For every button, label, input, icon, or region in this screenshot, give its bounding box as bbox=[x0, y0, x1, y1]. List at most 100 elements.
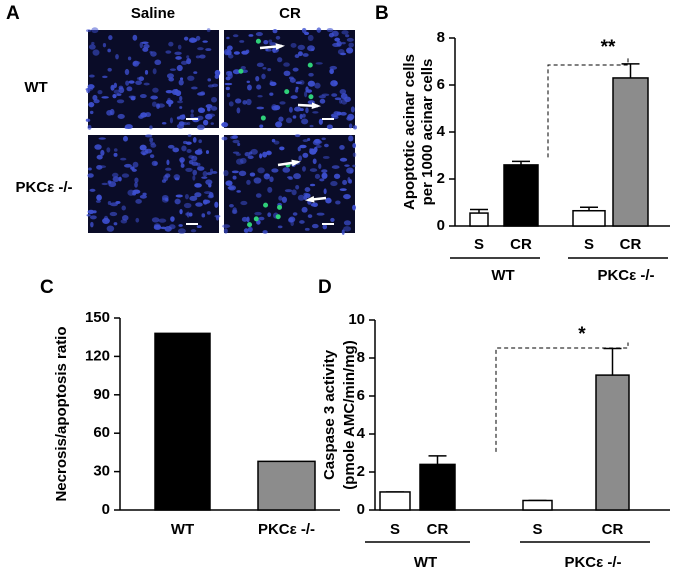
nucleus bbox=[238, 170, 247, 177]
nucleus bbox=[176, 64, 183, 72]
nucleus bbox=[199, 107, 204, 113]
nucleus bbox=[295, 86, 299, 90]
nucleus bbox=[297, 146, 301, 152]
nucleus bbox=[184, 193, 189, 200]
nucleus bbox=[299, 113, 303, 120]
nucleus bbox=[101, 182, 109, 186]
y-tick-label: 6 bbox=[357, 387, 365, 404]
nucleus bbox=[348, 135, 354, 142]
nucleus bbox=[205, 150, 210, 154]
nucleus bbox=[304, 227, 310, 231]
nucleus bbox=[185, 212, 189, 216]
error-bar bbox=[428, 455, 447, 465]
nucleus bbox=[339, 99, 343, 104]
nucleus bbox=[177, 100, 184, 104]
arrow-head bbox=[311, 102, 321, 110]
nucleus bbox=[190, 86, 198, 90]
arrow-head bbox=[291, 159, 301, 167]
group-label: WT bbox=[491, 267, 514, 284]
y-tick-label: 150 bbox=[85, 309, 110, 326]
nucleus bbox=[121, 173, 130, 178]
nucleus bbox=[266, 150, 272, 155]
nucleus bbox=[278, 116, 284, 122]
nucleus bbox=[135, 80, 142, 85]
nucleus bbox=[203, 199, 211, 204]
nucleus bbox=[206, 28, 211, 33]
nucleus bbox=[346, 47, 354, 54]
nucleus bbox=[192, 175, 196, 181]
nucleus bbox=[226, 50, 232, 56]
nucleus bbox=[323, 143, 329, 148]
nucleus bbox=[211, 171, 218, 174]
nucleus bbox=[167, 97, 171, 104]
nucleus bbox=[132, 161, 139, 168]
nucleus bbox=[179, 106, 183, 109]
nucleus bbox=[189, 38, 198, 43]
nucleus bbox=[142, 192, 147, 196]
nucleus bbox=[279, 101, 286, 105]
nucleus bbox=[173, 174, 181, 180]
nucleus bbox=[262, 67, 267, 70]
nucleus bbox=[177, 228, 186, 234]
apoptotic-cell bbox=[255, 38, 261, 44]
nucleus bbox=[106, 147, 111, 153]
nucleus bbox=[107, 67, 112, 72]
bar bbox=[257, 460, 316, 511]
micrographs bbox=[85, 27, 357, 235]
nucleus bbox=[195, 55, 201, 59]
y-tick-label: 90 bbox=[93, 386, 110, 403]
nucleus bbox=[315, 62, 323, 65]
group-label: PKCε -/- bbox=[597, 267, 654, 284]
nucleus bbox=[278, 195, 283, 201]
nucleus bbox=[180, 60, 188, 65]
nucleus bbox=[301, 118, 309, 125]
nucleus bbox=[194, 192, 202, 198]
x-tick-label: S bbox=[532, 521, 542, 538]
nucleus bbox=[151, 217, 160, 223]
nucleus bbox=[271, 168, 279, 173]
nucleus bbox=[149, 137, 154, 143]
nucleus bbox=[240, 200, 248, 206]
nucleus bbox=[170, 216, 175, 222]
nucleus bbox=[202, 171, 208, 177]
x-tick-label: WT bbox=[171, 521, 194, 538]
nucleus bbox=[343, 220, 352, 226]
nucleus bbox=[291, 189, 297, 196]
apoptotic-cell bbox=[253, 216, 259, 222]
nucleus bbox=[207, 113, 216, 117]
nucleus bbox=[149, 125, 153, 130]
nucleus bbox=[263, 173, 271, 180]
nucleus bbox=[314, 82, 321, 89]
nucleus bbox=[89, 188, 96, 192]
nucleus bbox=[149, 154, 155, 159]
nucleus bbox=[179, 77, 184, 81]
nucleus bbox=[262, 230, 268, 234]
nucleus bbox=[87, 209, 95, 214]
nucleus bbox=[340, 111, 347, 116]
nucleus bbox=[289, 77, 296, 83]
nucleus bbox=[132, 34, 138, 41]
nucleus bbox=[239, 40, 245, 43]
nucleus bbox=[144, 134, 153, 138]
nucleus bbox=[312, 202, 318, 208]
x-tick-label: PKCε -/- bbox=[258, 521, 315, 538]
nucleus bbox=[106, 225, 115, 232]
nucleus bbox=[120, 157, 127, 161]
nucleus bbox=[109, 108, 115, 116]
nucleus bbox=[87, 173, 94, 178]
nucleus bbox=[180, 163, 185, 168]
nucleus bbox=[199, 54, 206, 59]
nucleus bbox=[288, 106, 293, 113]
nucleus bbox=[302, 152, 309, 158]
nucleus bbox=[85, 118, 91, 122]
nucleus bbox=[299, 108, 304, 112]
nucleus bbox=[294, 88, 299, 93]
nucleus bbox=[97, 90, 103, 95]
nucleus bbox=[303, 31, 310, 36]
nucleus bbox=[169, 117, 173, 124]
nucleus bbox=[307, 34, 314, 41]
y-tick-label: 0 bbox=[357, 501, 365, 518]
nucleus bbox=[308, 72, 314, 77]
nucleus bbox=[150, 95, 158, 100]
